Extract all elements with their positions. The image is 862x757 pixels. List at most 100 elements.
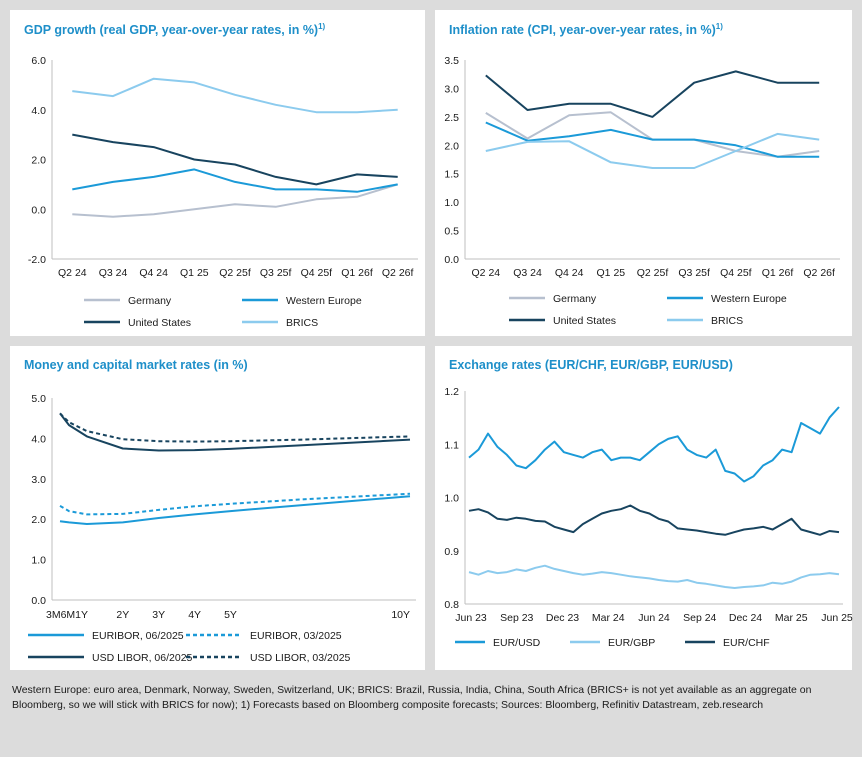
y-tick-label: 0.5: [444, 226, 459, 238]
y-tick-label: 0.8: [444, 599, 459, 611]
y-tick-label: 0.0: [31, 595, 46, 607]
y-tick-label: 1.2: [444, 386, 459, 398]
x-tick-label: Q2 24: [472, 267, 501, 279]
y-tick-label: -2.0: [28, 254, 46, 266]
legend-label-usd-libor-06-2025: USD LIBOR, 06/2025: [92, 652, 193, 664]
legend-label-germany: Germany: [553, 293, 597, 305]
y-tick-label: 2.0: [31, 155, 46, 167]
x-tick-label: Q4 25f: [720, 267, 752, 279]
x-tick-label: Q3 24: [513, 267, 542, 279]
inflation-panel: Inflation rate (CPI, year-over-year rate…: [435, 10, 852, 336]
x-tick-label: Jun 23: [455, 612, 487, 624]
x-tick-label: 5Y: [224, 609, 237, 621]
inflation-title-footnote-mark: 1): [715, 22, 723, 31]
x-tick-label: Q4 24: [139, 267, 168, 279]
legend-label-brics: BRICS: [711, 315, 743, 327]
exchange-rates-panel: Exchange rates (EUR/CHF, EUR/GBP, EUR/US…: [435, 346, 853, 670]
y-tick-label: 3.0: [31, 474, 46, 486]
x-tick-label: 10Y: [391, 609, 410, 621]
money-chart-title: Money and capital market rates (in %): [24, 358, 248, 372]
x-tick-label: Q3 24: [99, 267, 128, 279]
y-tick-label: 2.0: [31, 514, 46, 526]
x-tick-label: Q2 26f: [803, 267, 835, 279]
gdp-growth-chart: 6.0 4.0 2.0 0.0 -2.0 Q2 24 Q3 24 Q4 24 Q1 25 Q2 2…: [28, 55, 418, 329]
x-tick-label: 2Y: [116, 609, 129, 621]
y-tick-label: 3.5: [444, 55, 459, 67]
x-tick-label: Jun 25: [821, 612, 853, 624]
inflation-chart-title: Inflation rate (CPI, year-over-year rate…: [449, 22, 723, 38]
y-tick-label: 6.0: [31, 55, 46, 67]
x-tick-label: Mar 25: [775, 612, 808, 624]
series-line-germany: [485, 111, 820, 158]
legend-label-eur-chf: EUR/CHF: [723, 637, 770, 649]
series-line-eur-usd: [468, 406, 840, 483]
x-tick-label: Q2 24: [58, 267, 87, 279]
money-market-panel: Money and capital market rates (in %) 5.…: [10, 346, 425, 670]
x-tick-label: Q1 26f: [341, 267, 373, 279]
x-tick-label: Q3 25f: [260, 267, 292, 279]
y-tick-label: 1.0: [444, 493, 459, 505]
x-tick-label: Jun 24: [638, 612, 670, 624]
y-tick-label: 1.0: [31, 555, 46, 567]
legend-label-western-europe: Western Europe: [711, 293, 787, 305]
series-line-eur-chf: [468, 504, 840, 536]
y-tick-label: 0.0: [31, 204, 46, 216]
x-tick-label: Q4 24: [555, 267, 584, 279]
x-tick-label: 3Y: [152, 609, 165, 621]
y-tick-label: 4.0: [31, 105, 46, 117]
x-tick-label: Q1 25: [180, 267, 209, 279]
y-tick-label: 1.1: [444, 439, 459, 451]
y-tick-label: 3.0: [444, 83, 459, 95]
legend-label-western-europe: Western Europe: [286, 295, 362, 307]
y-tick-label: 5.0: [31, 393, 46, 405]
x-tick-label: Sep 24: [683, 612, 716, 624]
y-tick-label: 4.0: [31, 433, 46, 445]
series-line-euribor-03-2025: [59, 492, 411, 516]
footnote: Western Europe: euro area, Denmark, Norw…: [12, 684, 812, 711]
x-tick-label: Q1 26f: [762, 267, 794, 279]
x-tick-label: Dec 24: [729, 612, 762, 624]
series-line-usd-libor-03-2025: [59, 412, 411, 443]
y-tick-label: 2.0: [444, 140, 459, 152]
series-line-united-states: [485, 70, 820, 118]
legend-label-usd-libor-03-2025: USD LIBOR, 03/2025: [250, 652, 351, 664]
series-line-western-europe: [485, 121, 820, 158]
legend-label-brics: BRICS: [286, 317, 318, 329]
fx-chart-title: Exchange rates (EUR/CHF, EUR/GBP, EUR/US…: [449, 358, 733, 372]
x-tick-label: Q2 26f: [382, 267, 414, 279]
x-tick-label: Q2 25f: [219, 267, 251, 279]
legend-label-germany: Germany: [128, 295, 172, 307]
legend-label-euribor-06-2025: EURIBOR, 06/2025: [92, 630, 184, 642]
y-tick-label: 2.5: [444, 112, 459, 124]
x-tick-label: Q2 25f: [637, 267, 669, 279]
legend-label-eur-usd: EUR/USD: [493, 637, 541, 649]
x-tick-label: Q3 25f: [678, 267, 710, 279]
gdp-chart-title: GDP growth (real GDP, year-over-year rat…: [24, 22, 326, 38]
x-tick-label: Mar 24: [592, 612, 625, 624]
x-tick-label: Q4 25f: [301, 267, 333, 279]
series-line-germany: [72, 183, 398, 218]
y-tick-label: 1.5: [444, 169, 459, 181]
legend-label-euribor-03-2025: EURIBOR, 03/2025: [250, 630, 342, 642]
x-tick-label: 4Y: [188, 609, 201, 621]
gdp-growth-panel: GDP growth (real GDP, year-over-year rat…: [10, 10, 425, 336]
series-line-western-europe: [72, 168, 398, 193]
y-tick-label: 0.0: [444, 254, 459, 266]
x-tick-label: Q1 25: [597, 267, 626, 279]
series-line-euribor-06-2025: [59, 495, 411, 525]
gdp-title-footnote-mark: 1): [318, 22, 326, 31]
series-line-united-states: [72, 133, 398, 186]
y-tick-label: 1.0: [444, 197, 459, 209]
x-tick-label: Sep 23: [500, 612, 533, 624]
series-line-eur-gbp: [468, 564, 840, 589]
series-line-brics: [72, 77, 398, 114]
series-line-usd-libor-06-2025: [59, 412, 411, 452]
legend-label-eur-gbp: EUR/GBP: [608, 637, 655, 649]
series-line-brics: [485, 132, 820, 169]
legend-label-united-states: United States: [553, 315, 616, 327]
legend-label-united-states: United States: [128, 317, 191, 329]
inflation-rate-chart: 3.5 3.0 2.5 2.0 1.5 1.0 0.5 0.0 Q2 24 Q3 24 Q4 24 Q…: [444, 55, 840, 327]
x-tick-label: Dec 23: [546, 612, 579, 624]
